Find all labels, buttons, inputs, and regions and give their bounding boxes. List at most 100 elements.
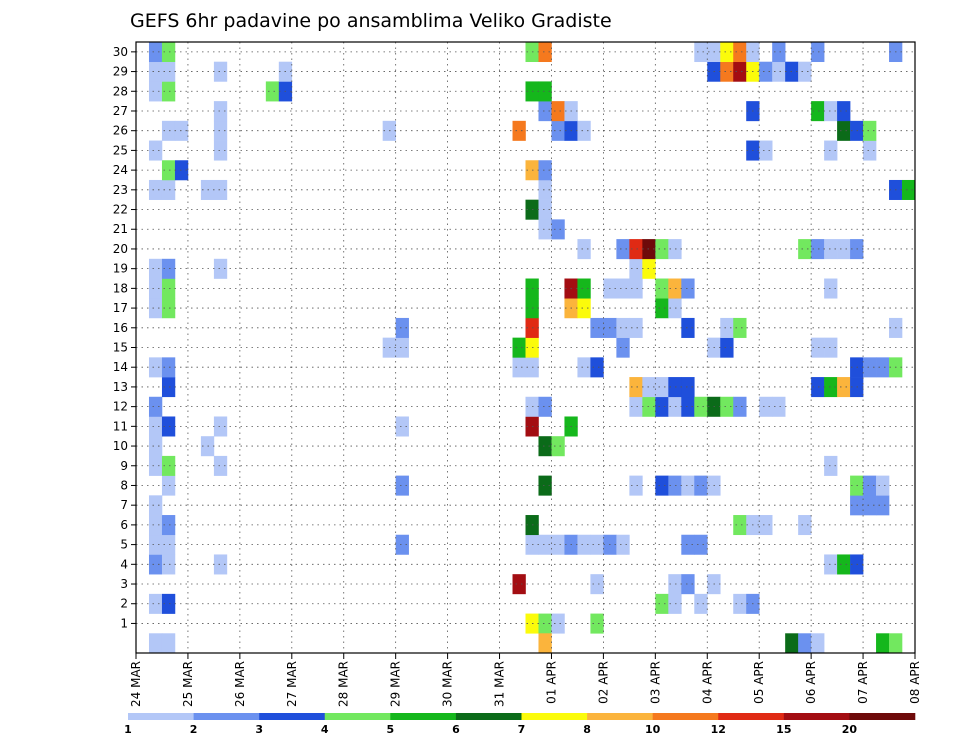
y-tick-label: 29: [113, 65, 128, 79]
heatmap-cell: [213, 120, 228, 141]
heatmap-cell: [161, 298, 176, 319]
colorbar-swatch: [718, 713, 785, 720]
heatmap-cell: [798, 61, 812, 82]
y-tick-label: 22: [113, 203, 128, 217]
heatmap-cell: [161, 278, 176, 299]
y-tick-label: 3: [120, 577, 128, 591]
y-tick-label: 15: [113, 341, 128, 355]
colorbar-swatch: [587, 713, 653, 720]
heatmap-cell: [395, 534, 409, 555]
colorbar-swatch: [193, 713, 260, 720]
heatmap-cell: [720, 337, 734, 358]
heatmap-cell: [148, 436, 163, 457]
heatmap-cell: [668, 396, 682, 417]
y-tick-label: 30: [113, 45, 128, 59]
heatmap-cell: [395, 337, 409, 358]
heatmap-cell: [148, 396, 163, 417]
heatmap-cell: [590, 613, 604, 634]
heatmap-cell: [161, 81, 176, 102]
heatmap-cell: [863, 120, 877, 141]
heatmap-cell: [161, 61, 176, 82]
heatmap-cell: [148, 416, 163, 437]
heatmap-cell: [876, 475, 890, 496]
heatmap-cell: [148, 455, 163, 476]
heatmap-cell: [148, 593, 163, 614]
heatmap-cell: [668, 278, 682, 299]
x-tick-label: 03 APR: [648, 661, 662, 704]
heatmap-cell: [551, 534, 565, 555]
colorbar-label: 8: [583, 723, 591, 736]
heatmap-cell: [538, 179, 552, 200]
heatmap-cell: [161, 120, 176, 141]
x-axis: 24 MAR 25 MAR 26 MAR 27 MAR 28 MAR 29 MAR 30 M…: [129, 653, 922, 707]
x-tick-label: 31 MAR: [493, 661, 507, 707]
heatmap-cell: [824, 455, 838, 476]
x-tick-label: 02 APR: [596, 661, 610, 704]
colorbar-legend: 1 2 3 4 5 6 7 8 10 12 15 20: [124, 713, 916, 736]
heatmap-cell: [512, 120, 526, 141]
heatmap-cell: [161, 160, 176, 181]
colorbar-swatch: [259, 713, 326, 720]
heatmap-cell: [213, 554, 228, 575]
heatmap-cell: [148, 515, 163, 536]
x-tick-label: 04 APR: [700, 661, 714, 704]
heatmap-cell: [733, 396, 747, 417]
colorbar-label: 7: [518, 723, 526, 736]
colorbar-label: 12: [711, 723, 726, 736]
heatmap-cell: [148, 81, 163, 102]
heatmap-cell: [681, 317, 695, 338]
heatmap-cell: [694, 593, 708, 614]
y-tick-label: 2: [120, 597, 128, 611]
heatmap-cell: [876, 495, 890, 516]
heatmap-cell: [213, 455, 228, 476]
heatmap-cell: [655, 475, 669, 496]
heatmap-cell: [629, 475, 643, 496]
x-tick-label: 30 MAR: [441, 661, 455, 707]
heatmap-cell: [538, 633, 552, 654]
heatmap-cell: [798, 239, 812, 260]
heatmap-cell: [538, 219, 552, 240]
heatmap-cell: [759, 61, 773, 82]
heatmap-cell: [824, 554, 838, 575]
y-tick-label: 17: [113, 301, 128, 315]
colorbar-swatch: [652, 713, 719, 720]
y-tick-label: 25: [113, 143, 128, 157]
heatmap-cell: [538, 534, 552, 555]
x-tick-label: 05 APR: [752, 661, 766, 704]
heatmap-cell: [681, 278, 695, 299]
x-tick-label: 24 MAR: [129, 661, 143, 707]
heatmap-cell: [161, 455, 176, 476]
heatmap-cell: [668, 574, 682, 595]
heatmap-cell: [174, 120, 189, 141]
heatmap-cell: [148, 495, 163, 516]
heatmap-cell: [577, 278, 591, 299]
heatmap-cell: [551, 101, 565, 122]
heatmap-cell: [577, 239, 591, 260]
heatmap-cell: [772, 396, 786, 417]
heatmap-cell: [681, 475, 695, 496]
heatmap-cell: [863, 357, 877, 378]
heatmap-cell: [798, 515, 812, 536]
heatmap-cell: [668, 239, 682, 260]
heatmap-cell: [148, 61, 163, 82]
y-tick-label: 23: [113, 183, 128, 197]
y-axis: 1234567891011121314151617181920212223242…: [113, 45, 136, 630]
colorbar-label: 3: [255, 723, 263, 736]
heatmap-cell: [538, 436, 552, 457]
colorbar-swatch: [455, 713, 522, 720]
heatmap-cell: [551, 219, 565, 240]
heatmap-cell: [811, 42, 825, 63]
y-tick-label: 5: [120, 538, 128, 552]
heatmap-cell: [694, 396, 708, 417]
colorbar-label: 20: [842, 723, 858, 736]
heatmap-cell: [733, 42, 747, 63]
heatmap-cell: [551, 436, 565, 457]
heatmap-cell: [538, 475, 552, 496]
heatmap-cell: [616, 534, 630, 555]
colorbar-label: 10: [645, 723, 661, 736]
heatmap-cell: [213, 258, 228, 279]
colorbar-label: 2: [190, 723, 198, 736]
heatmap-cell: [148, 534, 163, 555]
heatmap-cell: [616, 278, 630, 299]
heatmap-cell: [720, 317, 734, 338]
